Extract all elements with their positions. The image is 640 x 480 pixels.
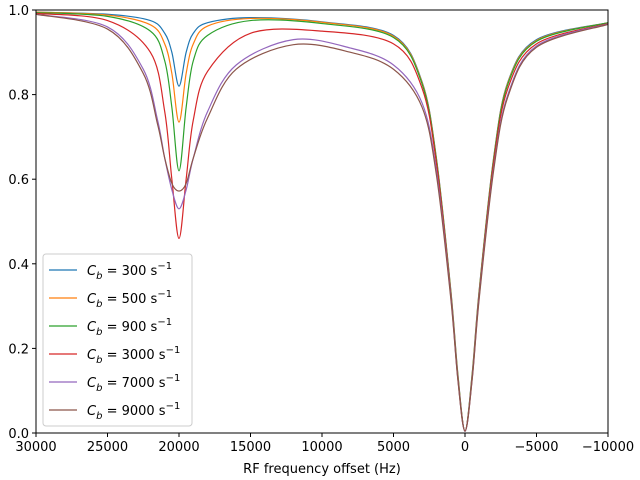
x-tick-label: 30000: [15, 440, 56, 455]
y-axis-ticks: 0.0 0.2 0.4 0.6 0.8 1.0: [8, 4, 36, 442]
legend-label-4: Cb = 7000 s−1: [87, 373, 180, 394]
x-tick-label: −10000: [582, 440, 634, 455]
x-tick-label: 0: [461, 440, 469, 455]
legend-label-1: Cb = 500 s−1: [87, 289, 172, 310]
x-tick-label: 5000: [377, 440, 410, 455]
x-tick-label: −5000: [515, 440, 559, 455]
x-tick-label: 20000: [158, 440, 199, 455]
legend-box: [42, 253, 193, 427]
y-tick-label: 0.0: [8, 427, 29, 442]
plot-frame: [35, 9, 609, 434]
y-tick-label: 1.0: [8, 4, 29, 19]
x-tick-label: 10000: [301, 440, 342, 455]
x-tick-label: 15000: [230, 440, 271, 455]
x-axis-label: RF frequency offset (Hz): [243, 462, 401, 477]
y-tick-label: 0.2: [8, 342, 29, 357]
y-tick-label: 0.8: [8, 89, 29, 104]
legend-label-3: Cb = 3000 s−1: [87, 345, 180, 366]
y-tick-label: 0.6: [8, 173, 29, 188]
x-axis-ticks: 30000 25000 20000 15000 10000 5000 0 −5000 −1000…: [15, 433, 634, 455]
plot-lines: [35, 11, 609, 432]
legend: Cb = 300 s−1 Cb = 500 s−1 Cb = 900 s−1 Cb =…: [42, 253, 193, 427]
x-tick-label: 25000: [87, 440, 128, 455]
legend-label-5: Cb = 9000 s−1: [87, 401, 180, 422]
series-line-5: [35, 13, 609, 432]
legend-label-0: Cb = 300 s−1: [87, 261, 172, 282]
legend-label-2: Cb = 900 s−1: [87, 317, 172, 338]
y-tick-label: 0.4: [8, 258, 29, 273]
